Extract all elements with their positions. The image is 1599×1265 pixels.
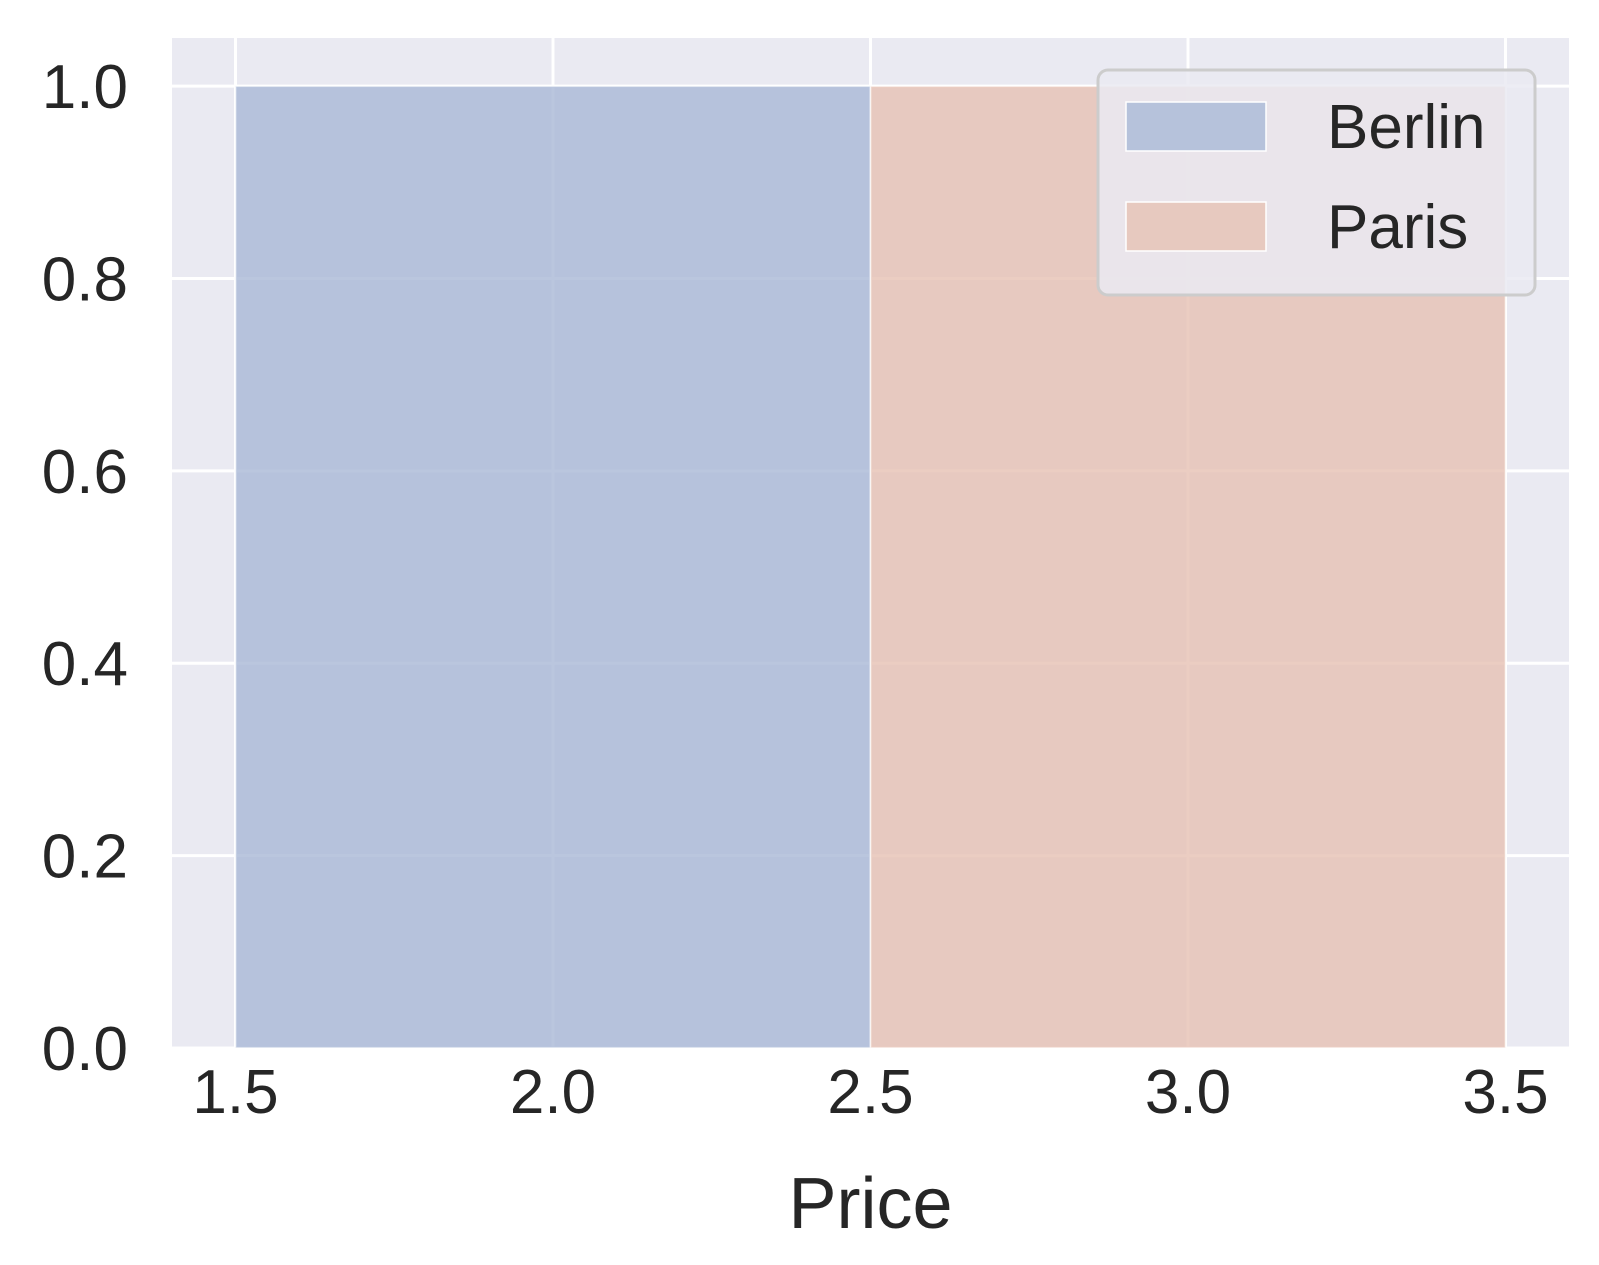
legend-swatch-berlin <box>1125 101 1267 152</box>
y-tick-label: 0.2 <box>42 823 128 892</box>
tick-labels: 1.5 2.0 2.5 3.0 3.5 0.0 0.2 0.4 0.6 0.8 1.0 <box>42 53 1549 1127</box>
x-axis-label: Price <box>788 1164 952 1244</box>
y-tick-label: 1.0 <box>42 53 128 122</box>
x-tick-label: 2.5 <box>827 1058 913 1127</box>
legend-label-berlin: Berlin <box>1327 93 1486 162</box>
bar-berlin <box>234 85 872 1049</box>
legend-swatch-paris <box>1125 201 1267 252</box>
legend-label-paris: Paris <box>1327 193 1468 262</box>
x-tick-label: 3.5 <box>1462 1058 1548 1127</box>
y-tick-label: 0.0 <box>42 1015 128 1084</box>
y-tick-label: 0.8 <box>42 245 128 314</box>
legend: Berlin Paris <box>1096 68 1537 297</box>
y-tick-label: 0.4 <box>42 630 128 699</box>
y-tick-label: 0.6 <box>42 438 128 507</box>
x-tick-label: 3.0 <box>1145 1058 1231 1127</box>
x-tick-label: 1.5 <box>192 1058 278 1127</box>
x-tick-label: 2.0 <box>510 1058 596 1127</box>
